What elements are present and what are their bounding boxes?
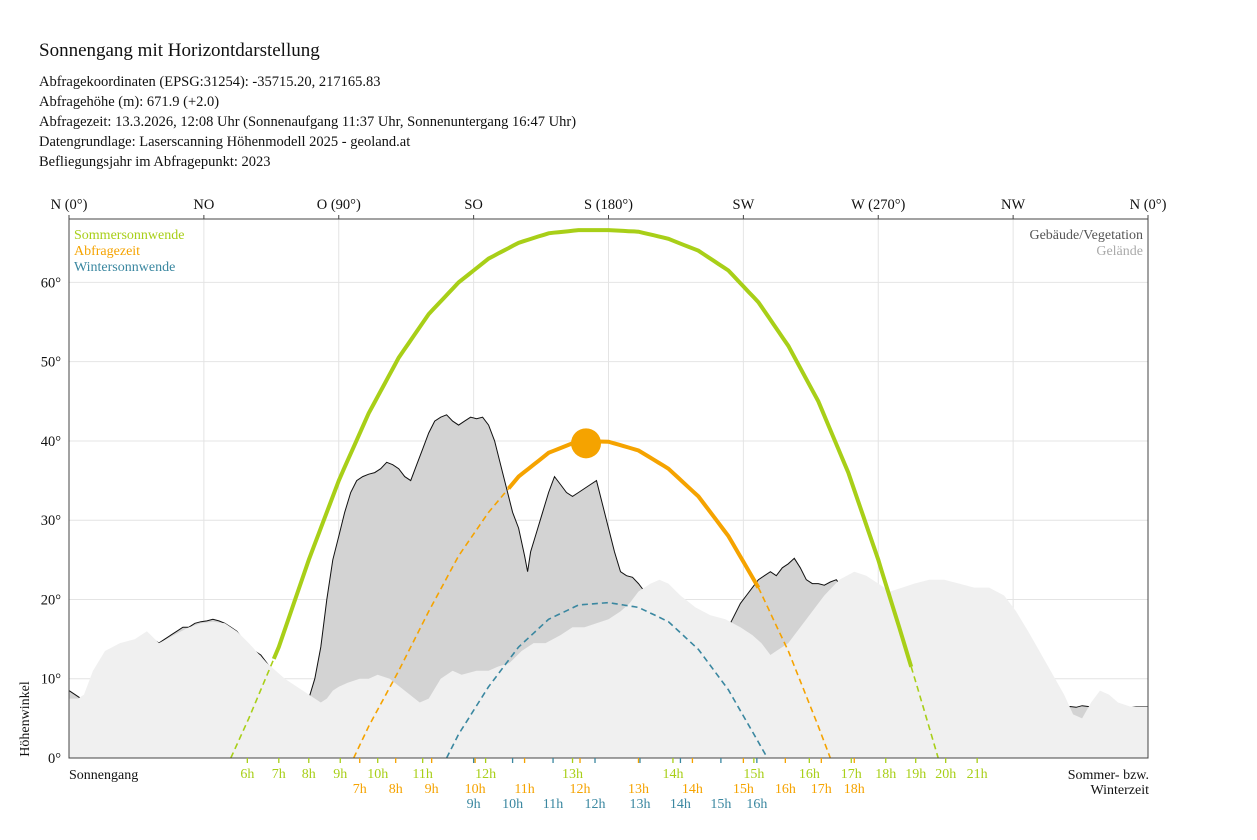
- sun-marker: [571, 428, 602, 459]
- legend: SommersonnwendeAbfragezeitWintersonnwend…: [74, 228, 1143, 275]
- time-tick-label: 10h: [502, 797, 523, 812]
- time-tick-label: 7h: [272, 767, 286, 782]
- time-tick-label: 13h: [629, 797, 650, 812]
- x-tick-label: NW: [1001, 197, 1025, 213]
- query-time: Abfragezeit: 13.3.2026, 12:08 Uhr (Sonne…: [39, 114, 577, 130]
- chart-header: Sonnengang mit Horizontdarstellung Abfra…: [39, 40, 576, 172]
- chart-title: Sonnengang mit Horizontdarstellung: [39, 40, 320, 61]
- time-tick-label: 9h: [333, 767, 347, 782]
- time-tick-label: 7h: [353, 782, 367, 797]
- y-axis-label: Höhenwinkel: [18, 681, 33, 757]
- time-tick-label: 17h: [841, 767, 862, 782]
- y-tick-label: 0°: [48, 751, 61, 767]
- sun-marker-group: [571, 428, 602, 459]
- time-mode-label-1: Sommer- bzw.: [1068, 768, 1149, 783]
- terrain-area: [69, 571, 1148, 758]
- time-tick-label: 10h: [367, 767, 388, 782]
- x-tick-label: S (180°): [584, 197, 633, 213]
- legend-left-item: Sommersonnwende: [74, 228, 184, 243]
- sun-path-label: Sonnengang: [69, 768, 138, 783]
- sun-path-winter-hidden: [445, 601, 769, 759]
- x-tick-label: N (0°): [51, 197, 88, 213]
- time-tick-label: 13h: [562, 767, 583, 782]
- time-tick-label: 6h: [240, 767, 254, 782]
- x-tick-label: SO: [464, 197, 483, 213]
- time-tick-label: 16h: [775, 782, 796, 797]
- y-tick-label: 60°: [41, 275, 62, 291]
- time-tick-label: 11h: [412, 767, 432, 782]
- y-tick-label: 20°: [41, 592, 62, 608]
- data-source: Datengrundlage: Laserscanning Höhenmodel…: [39, 134, 411, 150]
- x-tick-label: W (270°): [851, 197, 905, 213]
- legend-left-item: Wintersonnwende: [74, 260, 175, 275]
- time-tick-label: 15h: [733, 782, 754, 797]
- time-tick-label: 13h: [628, 782, 649, 797]
- time-tick-label: 20h: [935, 767, 956, 782]
- time-tick-label: 12h: [475, 767, 496, 782]
- time-tick-label: 9h: [467, 797, 481, 812]
- time-tick-label: 12h: [585, 797, 606, 812]
- sun-path-summer-visible: [271, 228, 914, 668]
- time-tick-label: 17h: [811, 782, 832, 797]
- time-tick-label: 11h: [543, 797, 563, 812]
- time-mode-label-2: Winterzeit: [1090, 783, 1149, 798]
- time-tick-label: 16h: [799, 767, 820, 782]
- legend-right-item: Gebäude/Vegetation: [1029, 228, 1143, 243]
- y-tick-label: 40°: [41, 434, 62, 450]
- time-axes: 6h 7h 8h 9h 10h 11h 12h 13h 14h 15h 16h 17h 18h 19h 20…: [240, 758, 988, 812]
- y-tick-label: 10°: [41, 672, 62, 688]
- time-tick-label: 14h: [682, 782, 703, 797]
- sun-path-summer-hidden: [230, 658, 275, 759]
- x-tick-label: NO: [193, 197, 214, 213]
- time-tick-label: 18h: [844, 782, 865, 797]
- time-tick-label: 19h: [905, 767, 926, 782]
- time-tick-label: 8h: [302, 767, 316, 782]
- axes: N (0°) NO O (90°) SO S (180°) SW W (270°) NW N (…: [41, 197, 1167, 767]
- y-tick-label: 50°: [41, 355, 62, 371]
- sun-path-query-hidden: [757, 587, 832, 759]
- sun-paths: [230, 228, 939, 759]
- time-tick-label: 12h: [570, 782, 591, 797]
- time-tick-label: 15h: [710, 797, 731, 812]
- sun-path-query-visible: [507, 438, 761, 589]
- x-tick-label: N (0°): [1130, 197, 1167, 213]
- time-tick-label: 15h: [743, 767, 764, 782]
- x-tick-label: O (90°): [317, 197, 361, 213]
- time-tick-label: 16h: [746, 797, 767, 812]
- y-tick-label: 30°: [41, 513, 62, 529]
- query-coordinates: Abfragekoordinaten (EPSG:31254): -35715.…: [39, 74, 381, 90]
- x-tick-label: SW: [733, 197, 755, 213]
- legend-right-item: Gelände: [1096, 244, 1143, 259]
- query-height: Abfragehöhe (m): 671.9 (+2.0): [39, 94, 220, 110]
- time-tick-label: 14h: [662, 767, 683, 782]
- terrain-fill: [69, 571, 1148, 758]
- time-tick-label: 14h: [670, 797, 691, 812]
- flight-year: Befliegungsjahr im Abfragepunkt: 2023: [39, 154, 271, 170]
- time-tick-label: 18h: [875, 767, 896, 782]
- time-tick-label: 8h: [389, 782, 403, 797]
- time-tick-label: 21h: [967, 767, 988, 782]
- time-tick-label: 11h: [514, 782, 534, 797]
- sun-path-summer-hidden: [910, 666, 939, 759]
- time-tick-label: 10h: [465, 782, 486, 797]
- time-tick-label: 9h: [425, 782, 439, 797]
- legend-left-item: Abfragezeit: [74, 244, 140, 259]
- sun-path-query-hidden: [352, 487, 510, 759]
